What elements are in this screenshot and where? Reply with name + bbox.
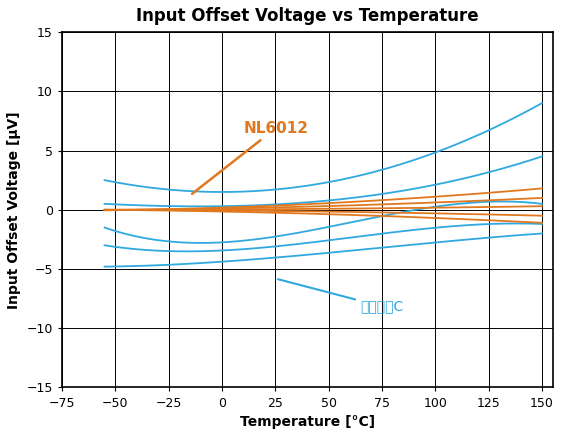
Text: 一般产品C: 一般产品C	[278, 279, 404, 313]
Y-axis label: Input Offset Voltage [µV]: Input Offset Voltage [µV]	[7, 111, 21, 309]
X-axis label: Temperature [°C]: Temperature [°C]	[239, 415, 375, 429]
Title: Input Offset Voltage vs Temperature: Input Offset Voltage vs Temperature	[136, 7, 479, 25]
Text: NL6012: NL6012	[192, 121, 308, 194]
